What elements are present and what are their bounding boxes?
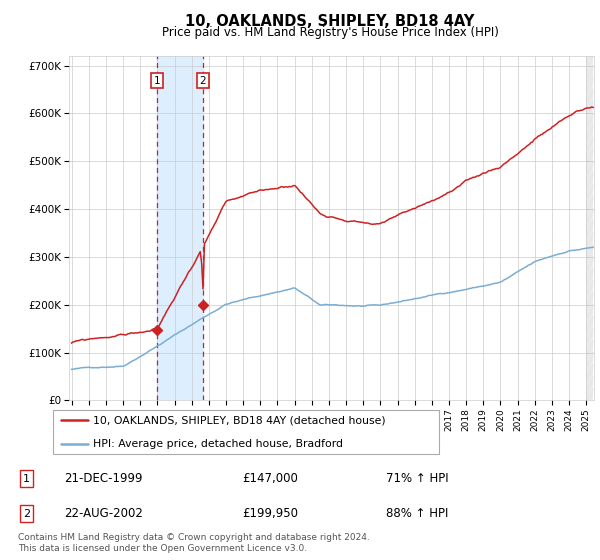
Text: 22-AUG-2002: 22-AUG-2002 <box>64 507 143 520</box>
Text: 1: 1 <box>23 474 30 484</box>
Text: 21-DEC-1999: 21-DEC-1999 <box>64 472 142 486</box>
Text: £199,950: £199,950 <box>242 507 298 520</box>
Text: 10, OAKLANDS, SHIPLEY, BD18 4AY: 10, OAKLANDS, SHIPLEY, BD18 4AY <box>185 14 475 29</box>
Text: Price paid vs. HM Land Registry's House Price Index (HPI): Price paid vs. HM Land Registry's House … <box>161 26 499 39</box>
FancyBboxPatch shape <box>53 409 439 454</box>
Text: Contains HM Land Registry data © Crown copyright and database right 2024.
This d: Contains HM Land Registry data © Crown c… <box>18 533 370 553</box>
Text: 71% ↑ HPI: 71% ↑ HPI <box>386 472 449 486</box>
Text: 10, OAKLANDS, SHIPLEY, BD18 4AY (detached house): 10, OAKLANDS, SHIPLEY, BD18 4AY (detache… <box>93 415 386 425</box>
Text: HPI: Average price, detached house, Bradford: HPI: Average price, detached house, Brad… <box>93 439 343 449</box>
Text: £147,000: £147,000 <box>242 472 298 486</box>
Text: 2: 2 <box>199 76 206 86</box>
Text: 1: 1 <box>154 76 160 86</box>
Text: 88% ↑ HPI: 88% ↑ HPI <box>386 507 449 520</box>
Bar <box>157 56 203 400</box>
Text: 2: 2 <box>23 509 30 519</box>
